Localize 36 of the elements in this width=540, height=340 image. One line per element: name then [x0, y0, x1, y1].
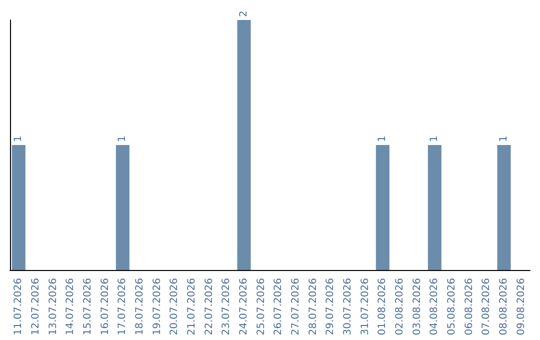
x-tick-label: 13.07.2026	[48, 278, 59, 336]
x-tick-label: 03.08.2026	[412, 278, 423, 336]
x-tick-label: 07.08.2026	[481, 278, 492, 336]
x-tick-label: 05.08.2026	[446, 278, 458, 336]
data-label: 1	[429, 136, 440, 142]
x-tick-label: 12.07.2026	[30, 278, 42, 336]
x-tick-label: 11.07.2026	[13, 278, 24, 336]
x-tick-label: 14.07.2026	[65, 278, 76, 336]
x-tick-label: 20.07.2026	[169, 278, 180, 336]
data-label: 1	[13, 136, 24, 142]
data-label: 1	[498, 136, 510, 142]
data-label: 1	[117, 136, 128, 142]
x-tick-label: 04.08.2026	[429, 278, 440, 336]
data-label: 2	[238, 10, 250, 17]
x-tick-label: 30.07.2026	[342, 278, 354, 336]
x-tick-label: 15.07.2026	[82, 278, 94, 336]
x-tick-label: 16.07.2026	[100, 278, 111, 336]
x-tick-label: 08.08.2026	[498, 278, 510, 336]
x-tick-label: 26.07.2026	[273, 278, 284, 336]
x-tick-label: 28.07.2026	[308, 278, 319, 336]
x-tick-label: 27.07.2026	[290, 278, 302, 336]
x-tick-label: 31.07.2026	[360, 278, 371, 336]
data-label: 1	[377, 136, 388, 142]
x-tick-label: 01.08.2026	[377, 278, 388, 336]
x-tick-label: 22.07.2026	[204, 278, 215, 336]
x-tick-label: 17.07.2026	[117, 278, 128, 336]
x-tick-label: 21.07.2026	[186, 278, 198, 336]
x-tick-label: 25.07.2026	[256, 278, 267, 336]
x-tick-label: 29.07.2026	[325, 278, 336, 336]
x-tick-label: 23.07.2026	[221, 278, 232, 336]
x-tick-label: 02.08.2026	[394, 278, 406, 336]
x-tick-label: 24.07.2026	[238, 278, 250, 336]
x-tick-label: 09.08.2026	[516, 278, 527, 336]
x-tick-label: 18.07.2026	[134, 278, 146, 336]
x-tick-label: 19.07.2026	[152, 278, 163, 336]
x-tick-label: 06.08.2026	[464, 278, 475, 336]
